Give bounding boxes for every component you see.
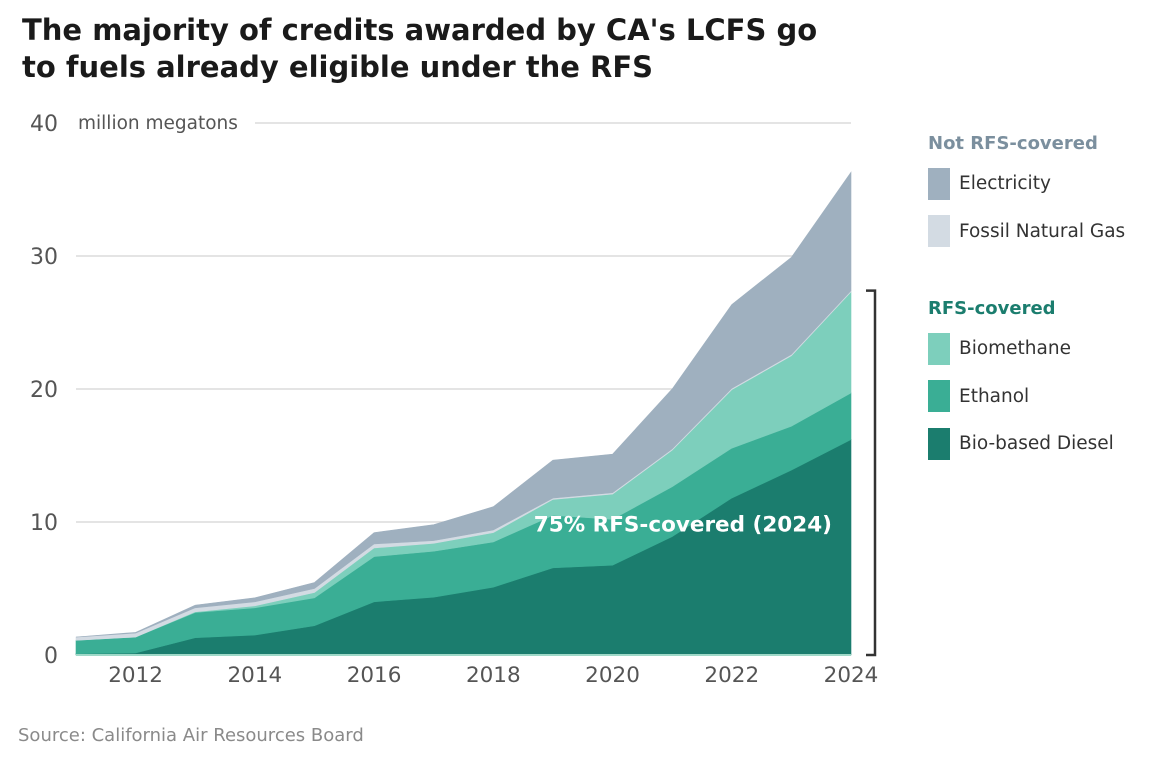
- x-tick-label-2024: 2024: [824, 663, 879, 688]
- rfs-bracket: [866, 289, 877, 657]
- legend-label-ethanol: Ethanol: [959, 385, 1030, 407]
- x-tick-label-2018: 2018: [466, 663, 521, 688]
- y-tick-label-40: 40: [30, 112, 58, 137]
- legend-item-electricity: Electricity: [928, 160, 1153, 208]
- chart-title: The majority of credits awarded by CA's …: [22, 12, 922, 86]
- y-tick-label-0: 0: [44, 644, 58, 669]
- legend-swatch-fossil-natural-gas: [928, 215, 950, 248]
- legend-group-rfs-covered: RFS-covered Biomethane Ethanol Bio-based…: [928, 297, 1153, 468]
- x-tick-label-2016: 2016: [347, 663, 402, 688]
- legend-group-not-rfs-covered: Not RFS-covered Electricity Fossil Natur…: [928, 132, 1153, 255]
- legend-item-bio-based-diesel: Bio-based Diesel: [928, 420, 1153, 468]
- legend-group-title-not-rfs: Not RFS-covered: [928, 133, 1098, 154]
- legend-swatch-bio-based-diesel: [928, 427, 950, 460]
- legend-label-bio-based-diesel: Bio-based Diesel: [959, 433, 1114, 455]
- legend-item-fossil-natural-gas: Fossil Natural Gas: [928, 208, 1153, 256]
- area-electricity: [75, 171, 852, 638]
- legend-label-biomethane: Biomethane: [959, 338, 1071, 360]
- legend-label-fossil-natural-gas: Fossil Natural Gas: [959, 220, 1126, 242]
- legend-swatch-biomethane: [928, 332, 950, 365]
- legend-swatch-electricity: [928, 167, 950, 200]
- y-axis-label: million megatons: [78, 113, 238, 134]
- x-tick-label-2022: 2022: [704, 663, 759, 688]
- y-tick-label-30: 30: [30, 245, 58, 270]
- legend-group-title-rfs: RFS-covered: [928, 298, 1056, 319]
- y-tick-label-10: 10: [30, 511, 58, 536]
- legend-label-electricity: Electricity: [959, 173, 1051, 195]
- chart-title-line-2: to fuels already eligible under the RFS: [22, 50, 654, 84]
- legend: Not RFS-covered Electricity Fossil Natur…: [928, 132, 1153, 468]
- legend-item-biomethane: Biomethane: [928, 325, 1153, 373]
- source-note: Source: California Air Resources Board: [18, 725, 364, 746]
- legend-item-ethanol: Ethanol: [928, 373, 1153, 421]
- legend-swatch-ethanol: [928, 380, 950, 413]
- x-tick-label-2014: 2014: [227, 663, 282, 688]
- x-tick-label-2012: 2012: [108, 663, 163, 688]
- x-tick-label-2020: 2020: [585, 663, 640, 688]
- chart-title-line-1: The majority of credits awarded by CA's …: [22, 13, 818, 47]
- annotation-rfs-share: 75% RFS-covered (2024): [534, 513, 832, 538]
- y-tick-label-20: 20: [30, 378, 58, 403]
